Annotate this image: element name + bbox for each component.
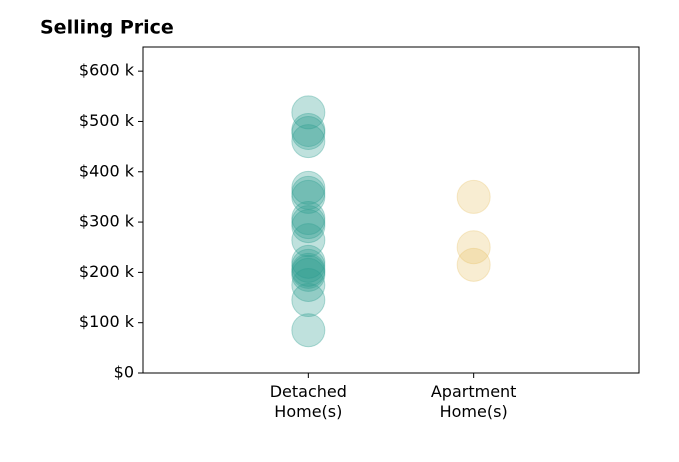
point xyxy=(291,116,326,151)
point xyxy=(291,175,326,210)
point xyxy=(291,95,326,130)
point xyxy=(456,179,491,214)
x-tick-label: Apartment Home(s) xyxy=(430,382,517,421)
y-tick-label: $400 k xyxy=(79,161,135,180)
y-tick-label: $0 xyxy=(114,363,134,382)
y-tick-label: $100 k xyxy=(79,312,135,331)
point xyxy=(291,209,326,244)
point xyxy=(291,124,326,159)
point xyxy=(291,113,326,148)
y-tick-label: $600 k xyxy=(79,61,135,80)
x-tick-label: Detached Home(s) xyxy=(269,382,347,421)
point xyxy=(291,205,326,240)
point xyxy=(291,313,326,348)
y-tick-label: $200 k xyxy=(79,262,135,281)
point xyxy=(291,257,326,292)
y-tick-label: $500 k xyxy=(79,111,135,130)
point xyxy=(456,230,491,265)
point xyxy=(291,201,326,236)
point xyxy=(291,179,326,214)
point xyxy=(291,254,326,289)
point xyxy=(291,223,326,258)
point xyxy=(291,283,326,318)
plot-frame xyxy=(142,46,640,374)
point xyxy=(291,244,326,279)
point xyxy=(291,267,326,302)
chart-title: Selling Price xyxy=(40,17,174,39)
y-tick-label: $300 k xyxy=(79,212,135,231)
point xyxy=(291,170,326,205)
point xyxy=(456,247,491,282)
point xyxy=(291,248,326,283)
point xyxy=(291,252,326,287)
